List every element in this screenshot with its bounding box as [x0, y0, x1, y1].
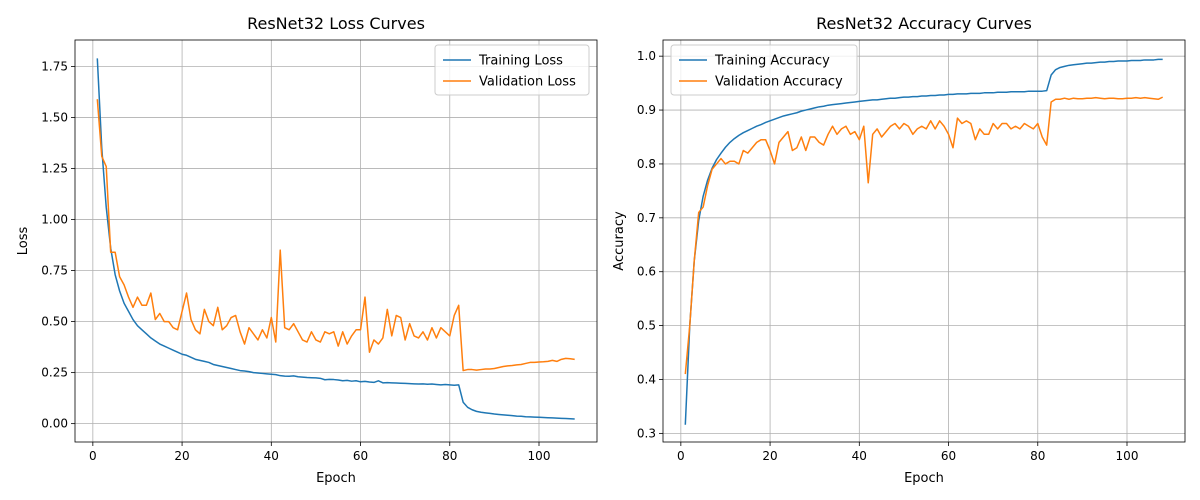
accuracy-y-axis-label: Accuracy [612, 211, 627, 271]
accuracy-x-tick-label: 80 [1030, 449, 1045, 463]
loss-y-tick-label: 0.75 [41, 264, 68, 278]
accuracy-y-tick-label: 0.9 [637, 103, 656, 117]
accuracy-x-tick-label: 40 [852, 449, 867, 463]
loss-x-tick-label: 60 [353, 449, 368, 463]
loss-y-tick-label: 1.25 [41, 162, 68, 176]
accuracy-legend-label-validation: Validation Accuracy [715, 75, 843, 90]
accuracy-y-tick-label: 0.6 [637, 265, 656, 279]
loss-x-tick-label: 80 [442, 449, 457, 463]
accuracy-y-tick-label: 0.5 [637, 319, 656, 333]
loss-y-tick-label: 1.00 [41, 213, 68, 227]
loss-series-validation-line [96, 99, 575, 372]
loss-y-tick-label: 0.00 [41, 417, 68, 431]
loss-legend-label-validation: Validation Loss [479, 75, 576, 90]
loss-x-tick-label: 100 [528, 449, 551, 463]
accuracy-y-tick-label: 0.7 [637, 211, 656, 225]
loss-x-tick-label: 40 [264, 449, 279, 463]
accuracy-chart-title: ResNet32 Accuracy Curves [816, 14, 1032, 33]
accuracy-y-tick-label: 0.8 [637, 157, 656, 171]
loss-y-tick-label: 1.75 [41, 60, 68, 74]
loss-legend: Training Loss Validation Loss [434, 44, 590, 96]
loss-y-tick-label: 0.50 [41, 315, 68, 329]
loss-legend-label-training: Training Loss [478, 54, 563, 69]
accuracy-axes-frame [662, 39, 1186, 443]
accuracy-series-training-line [684, 58, 1163, 425]
accuracy-series-validation-line [684, 96, 1164, 375]
loss-chart-title: ResNet32 Loss Curves [247, 14, 425, 33]
accuracy-chart: 0 20 40 60 80 100 0.3 0.4 0.5 0.6 0.7 0.8 0.9 1.0 ResN… [612, 14, 1186, 486]
accuracy-y-tick-label: 0.3 [637, 426, 656, 440]
loss-y-axis-label: Loss [16, 227, 31, 256]
accuracy-legend-label-training: Training Accuracy [714, 54, 830, 69]
loss-x-tick-label: 0 [89, 449, 97, 463]
accuracy-x-tick-label: 60 [941, 449, 956, 463]
accuracy-x-tick-label: 100 [1116, 449, 1139, 463]
loss-y-tick-label: 1.50 [41, 111, 68, 125]
loss-x-axis-label: Epoch [316, 471, 356, 486]
accuracy-x-tick-label: 20 [762, 449, 777, 463]
accuracy-legend-box [670, 44, 858, 96]
accuracy-x-axis-label: Epoch [904, 471, 944, 486]
loss-chart: 0 20 40 60 80 100 0.00 0.25 0.50 0.75 1.00 1.25 1.50… [16, 14, 598, 486]
loss-axes-frame [74, 39, 598, 443]
accuracy-x-tick-label: 0 [677, 449, 685, 463]
loss-y-tick-label: 0.25 [41, 366, 68, 380]
loss-x-tick-label: 20 [174, 449, 189, 463]
loss-legend-box [434, 44, 590, 96]
loss-series-training-line [96, 58, 575, 420]
accuracy-y-tick-label: 1.0 [637, 49, 656, 63]
accuracy-legend: Training Accuracy Validation Accuracy [670, 44, 858, 96]
accuracy-y-tick-label: 0.4 [637, 372, 656, 386]
